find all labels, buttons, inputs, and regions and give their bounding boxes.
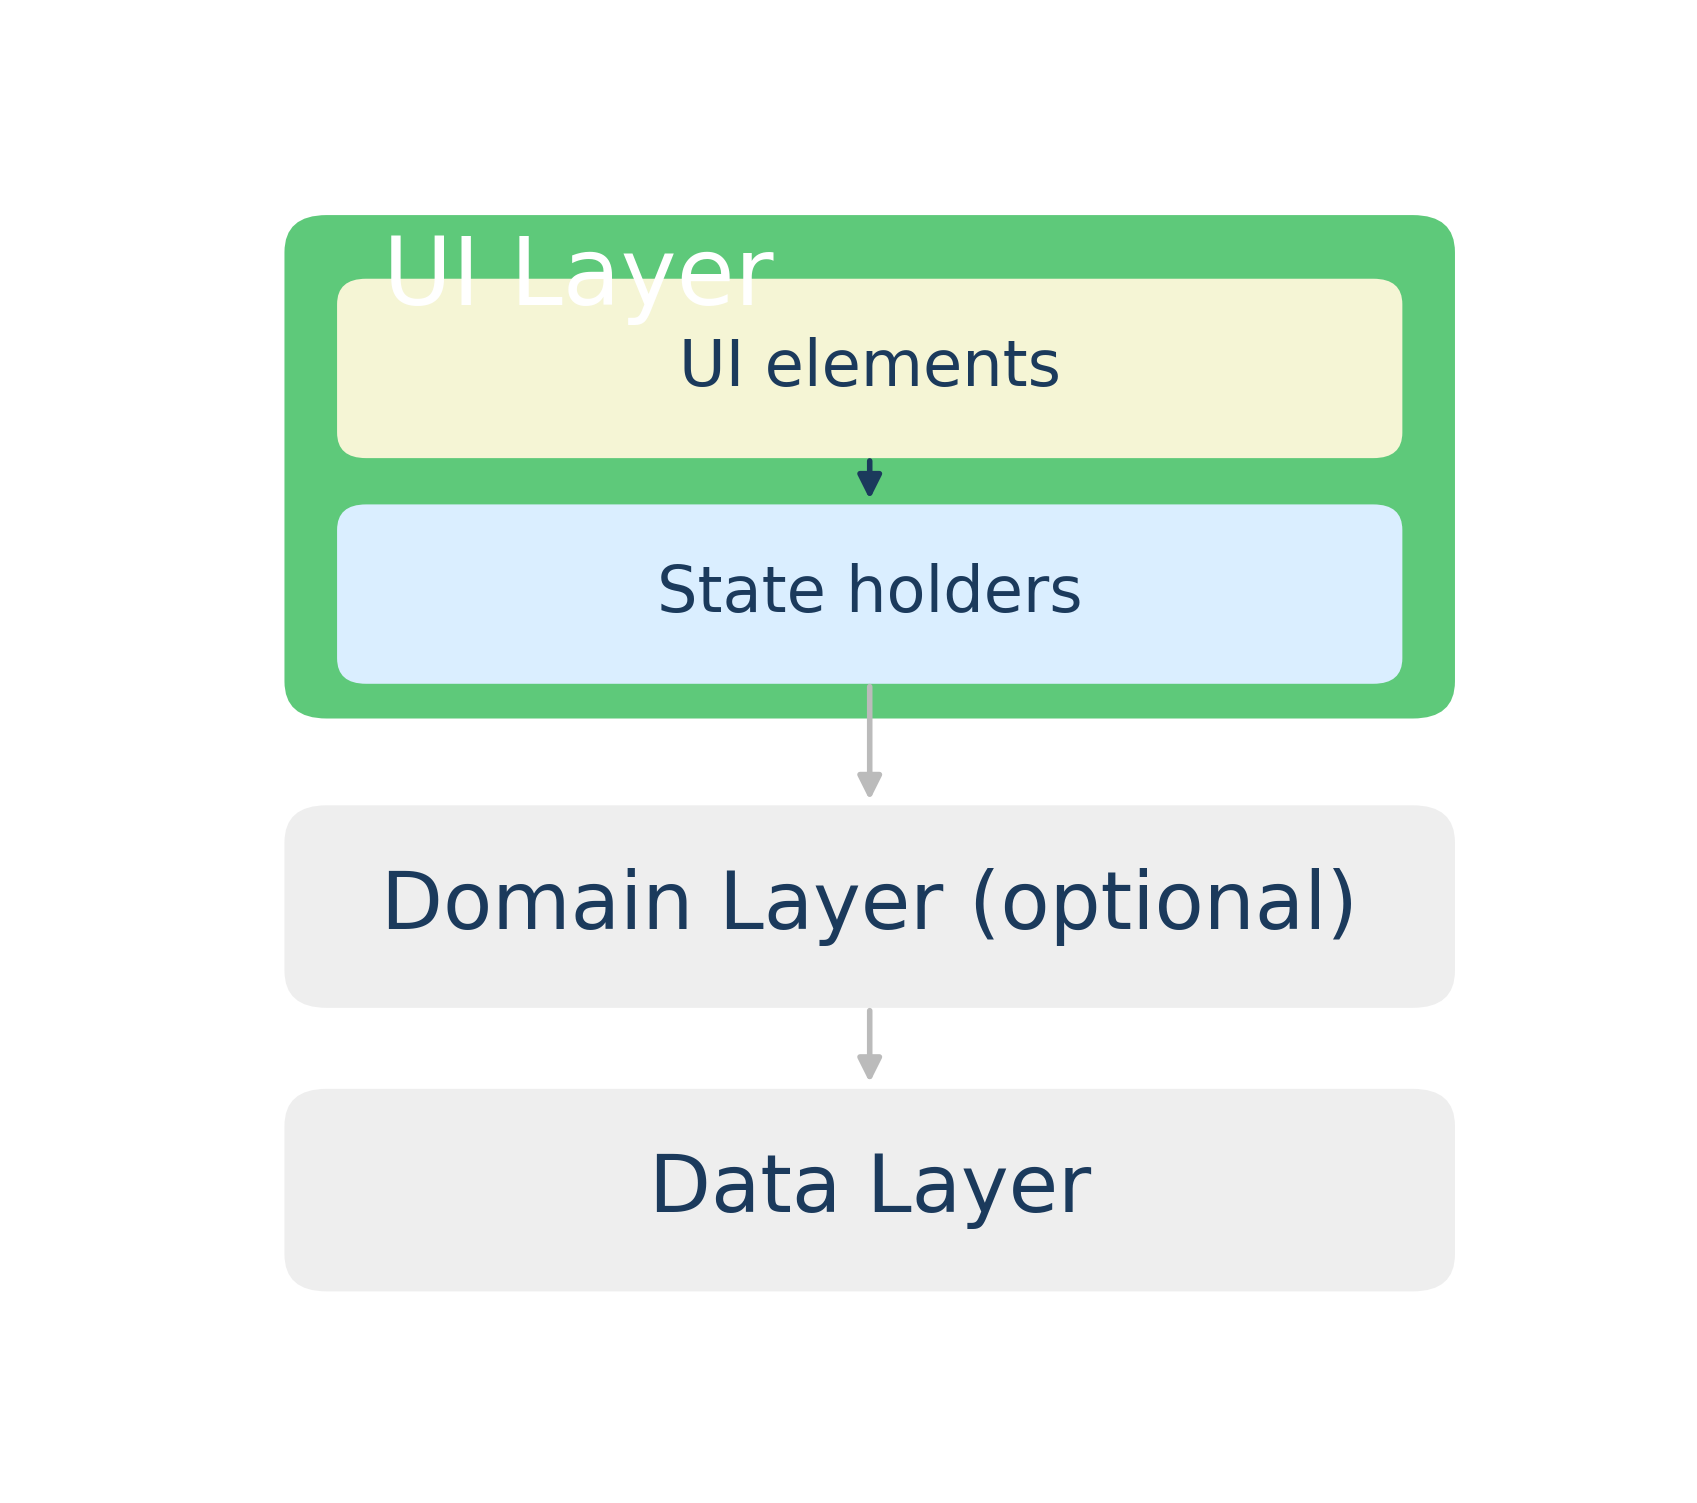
Text: UI elements: UI elements — [679, 337, 1061, 400]
Text: UI Layer: UI Layer — [384, 233, 774, 325]
Text: State holders: State holders — [657, 564, 1083, 625]
FancyBboxPatch shape — [285, 806, 1454, 1009]
Text: Data Layer: Data Layer — [648, 1151, 1091, 1229]
FancyBboxPatch shape — [285, 1088, 1454, 1291]
Text: Domain Layer (optional): Domain Layer (optional) — [382, 867, 1358, 945]
FancyBboxPatch shape — [285, 215, 1454, 718]
FancyBboxPatch shape — [338, 505, 1402, 684]
FancyBboxPatch shape — [338, 278, 1402, 458]
